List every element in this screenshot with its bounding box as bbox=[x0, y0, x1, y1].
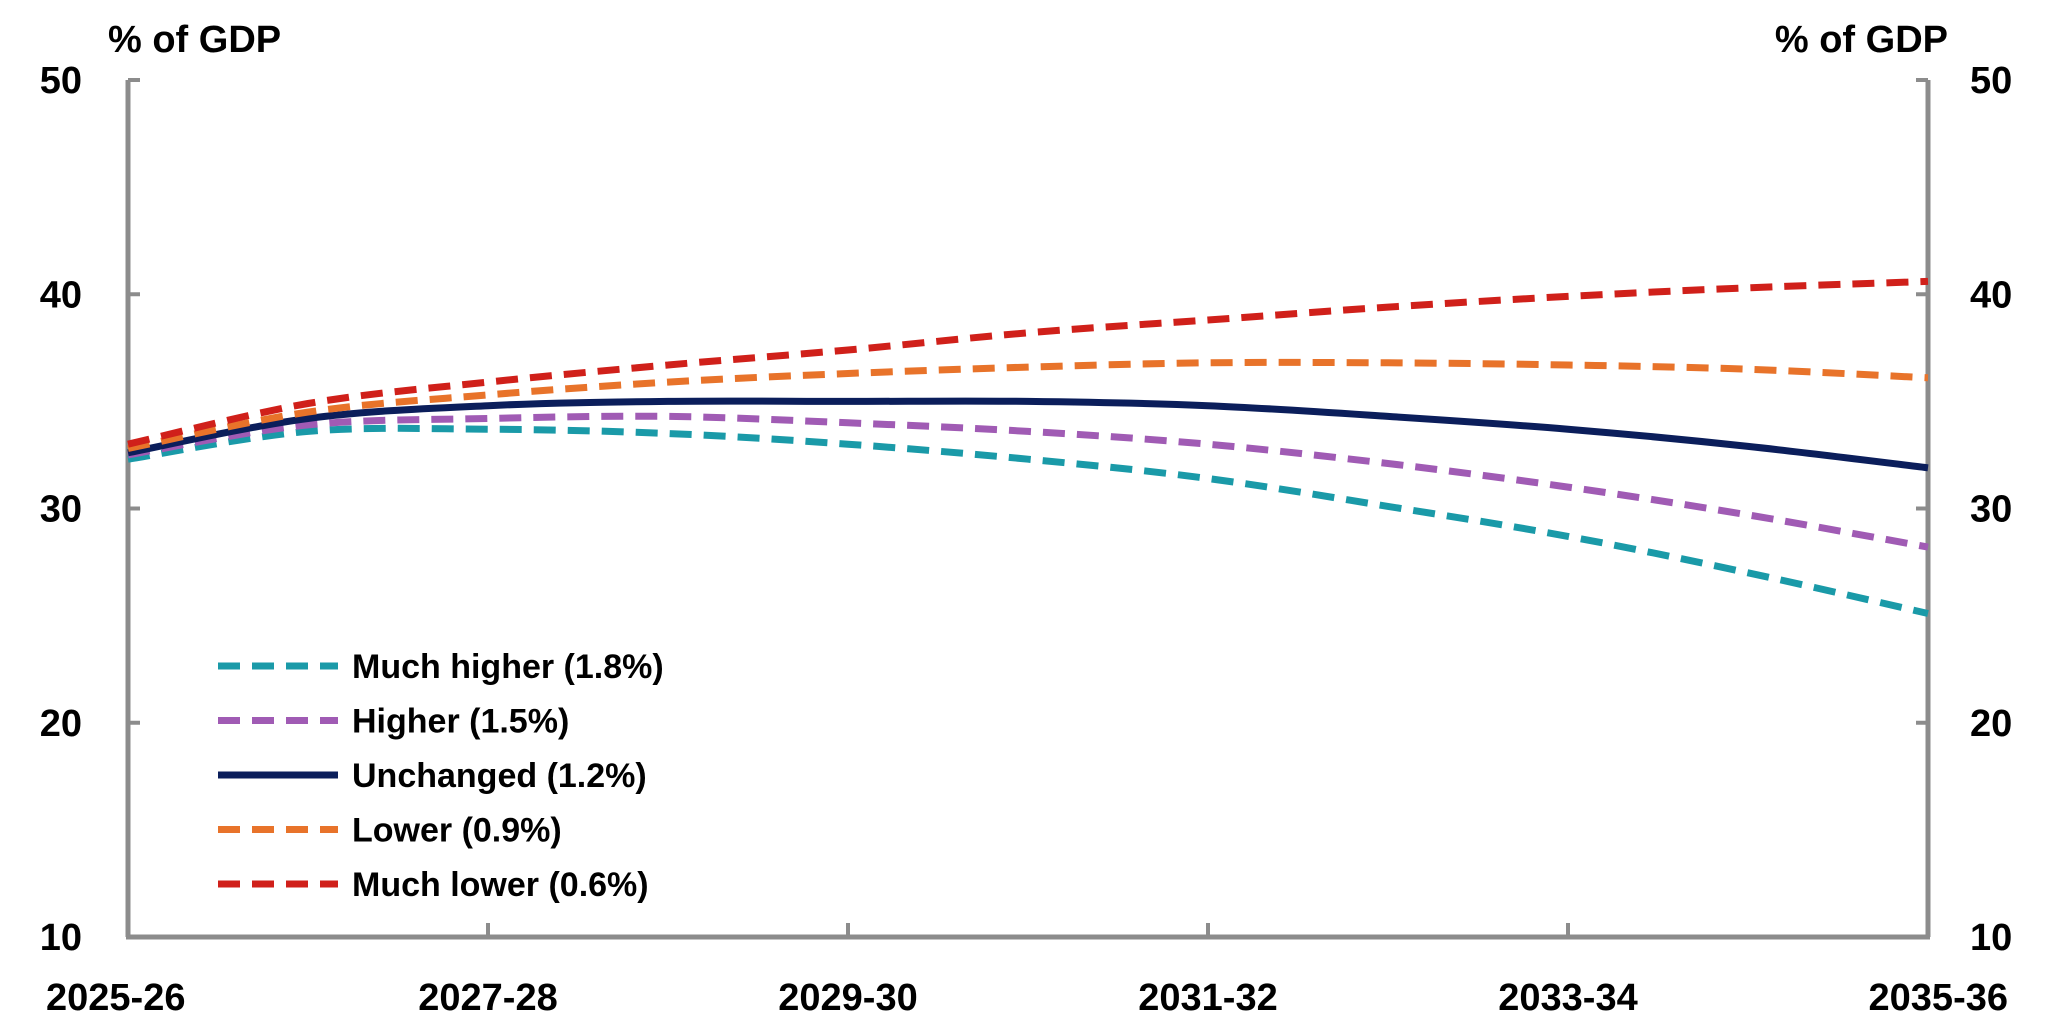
series-line-5 bbox=[127, 277, 1929, 448]
series-line-3 bbox=[127, 397, 1929, 472]
series-layer bbox=[127, 277, 1929, 617]
series-line-1 bbox=[127, 424, 1929, 617]
legend-label-5: Much lower (0.6%) bbox=[352, 866, 649, 904]
left-y-tick-label: 40 bbox=[40, 274, 82, 316]
legend: Much higher (1.8%) Higher (1.5%) Unchanged… bbox=[218, 648, 664, 904]
legend-label-2: Higher (1.5%) bbox=[352, 703, 569, 741]
left-y-tick-label: 10 bbox=[40, 917, 82, 959]
axes: 10 10 20 20 30 30 40 40 50 50 2025-26 2027-28 2029-3… bbox=[40, 60, 2013, 1019]
series-line-2 bbox=[127, 412, 1929, 551]
left-axis-unit-label: % of GDP bbox=[108, 19, 281, 61]
right-y-tick-label: 40 bbox=[1970, 274, 2012, 316]
right-y-tick-label: 10 bbox=[1970, 917, 2012, 959]
left-y-tick-label: 50 bbox=[40, 60, 82, 102]
right-axis-unit-label: % of GDP bbox=[1775, 19, 1948, 61]
left-y-tick-label: 20 bbox=[40, 703, 82, 745]
x-tick-label: 2027-28 bbox=[418, 977, 557, 1019]
left-y-tick-label: 30 bbox=[40, 489, 82, 531]
x-tick-label: 2033-34 bbox=[1498, 977, 1637, 1019]
x-tick-label: 2025-26 bbox=[46, 977, 185, 1019]
legend-label-4: Lower (0.9%) bbox=[352, 812, 562, 850]
legend-label-1: Much higher (1.8%) bbox=[352, 648, 664, 686]
right-y-tick-label: 50 bbox=[1970, 60, 2012, 102]
x-tick-label: 2029-30 bbox=[778, 977, 917, 1019]
series-line-4 bbox=[127, 358, 1929, 452]
legend-label-3: Unchanged (1.2%) bbox=[352, 757, 647, 795]
right-y-tick-label: 30 bbox=[1970, 489, 2012, 531]
x-tick-label: 2031-32 bbox=[1138, 977, 1277, 1019]
x-tick-label: 2035-36 bbox=[1869, 977, 2008, 1019]
right-y-tick-label: 20 bbox=[1970, 703, 2012, 745]
